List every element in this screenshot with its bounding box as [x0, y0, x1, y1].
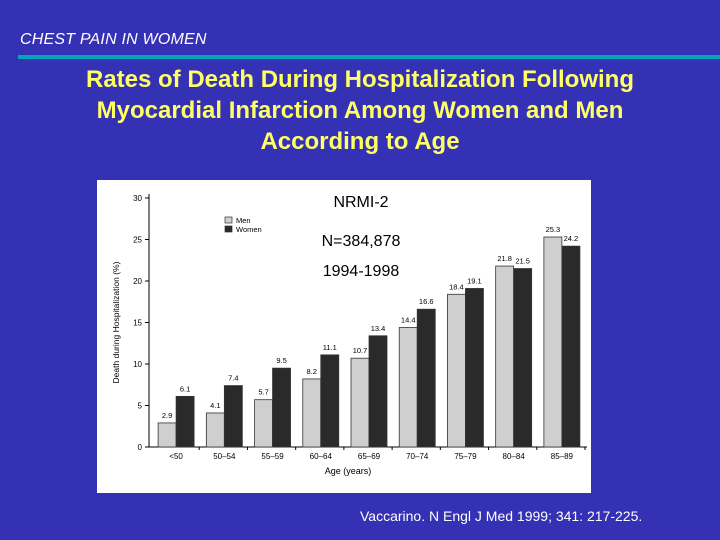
y-tick-label: 10 — [133, 360, 142, 369]
men-bar — [350, 357, 370, 448]
women-value-label: 9.5 — [276, 356, 286, 365]
section-title: CHEST PAIN IN WOMEN — [20, 31, 207, 48]
x-axis-title: Age (years) — [325, 466, 372, 476]
men-bar — [495, 265, 515, 448]
legend-swatch-men — [224, 216, 233, 224]
women-value-label: 19.1 — [467, 276, 482, 285]
chart-annotation: N=384,878 — [322, 233, 401, 250]
men-bar — [398, 327, 418, 448]
y-tick-label: 20 — [133, 277, 142, 286]
chart-annotation: NRMI-2 — [333, 194, 388, 211]
header-bar: CHEST PAIN IN WOMEN — [0, 0, 720, 56]
women-bar — [272, 367, 291, 448]
men-bar — [157, 422, 177, 448]
women-value-label: 21.5 — [515, 257, 530, 266]
y-tick-label: 25 — [133, 236, 142, 245]
women-value-label: 7.4 — [228, 374, 238, 383]
x-tick-label: 55–59 — [261, 452, 284, 461]
title-line-3: According to Age — [260, 128, 460, 155]
bar-chart: 0 5 10 15 20 25 30 Death during Hospitalization… — [111, 194, 587, 476]
x-tick-label: 80–84 — [503, 452, 526, 461]
legend-swatch-women — [224, 225, 233, 233]
chart-annotation: 1994-1998 — [323, 263, 400, 280]
x-tick-label: 75–79 — [454, 452, 477, 461]
x-tick-label: 65–69 — [358, 452, 381, 461]
women-value-label: 24.2 — [564, 234, 579, 243]
accent-divider — [18, 55, 720, 59]
legend-label-women: Women — [236, 225, 262, 234]
men-bar — [302, 378, 322, 448]
y-tick-label: 5 — [138, 402, 143, 411]
men-value-label: 14.4 — [401, 315, 416, 324]
men-value-label: 18.4 — [449, 282, 464, 291]
x-tick-label: 60–64 — [310, 452, 333, 461]
women-bar — [416, 308, 436, 448]
x-tick-label: 70–74 — [406, 452, 429, 461]
men-bar — [205, 412, 225, 448]
women-value-label: 13.4 — [371, 324, 386, 333]
men-value-label: 2.9 — [162, 411, 172, 420]
y-tick-label: 30 — [133, 194, 142, 203]
x-tick-label: <50 — [169, 452, 183, 461]
title-line-2: Myocardial Infarction Among Women and Me… — [96, 97, 624, 124]
women-bar — [320, 354, 340, 448]
men-value-label: 8.2 — [307, 367, 317, 376]
title-line-1: Rates of Death During Hospitalization Fo… — [85, 66, 634, 93]
men-value-label: 5.7 — [258, 388, 268, 397]
y-tick-label: 0 — [138, 443, 143, 452]
men-bar — [543, 236, 563, 448]
men-value-label: 4.1 — [210, 401, 220, 410]
men-value-label: 10.7 — [353, 346, 368, 355]
women-value-label: 6.1 — [180, 384, 190, 393]
men-bar — [447, 293, 466, 448]
women-bar — [465, 288, 484, 448]
y-axis-title: Death during Hospitalization (%) — [111, 261, 121, 383]
x-tick-label: 50–54 — [213, 452, 236, 461]
chart-panel: 0 5 10 15 20 25 30 Death during Hospitalization… — [97, 180, 591, 493]
men-value-label: 25.3 — [546, 225, 561, 234]
women-bar — [368, 335, 388, 448]
legend-label-men: Men — [236, 216, 251, 225]
women-bar — [223, 385, 243, 448]
citation: Vaccarino. N Engl J Med 1999; 341: 217-2… — [360, 508, 643, 524]
men-bar — [254, 399, 273, 448]
women-value-label: 11.1 — [323, 343, 337, 352]
slide-title: Rates of Death During Hospitalization Fo… — [20, 64, 700, 157]
x-tick-label: 85–89 — [551, 452, 574, 461]
women-value-label: 16.6 — [419, 297, 434, 306]
men-value-label: 21.8 — [497, 254, 512, 263]
women-bar — [175, 395, 195, 448]
header-background — [0, 0, 720, 56]
women-bar — [561, 245, 581, 448]
y-tick-label: 15 — [133, 319, 142, 328]
women-bar — [513, 268, 533, 448]
